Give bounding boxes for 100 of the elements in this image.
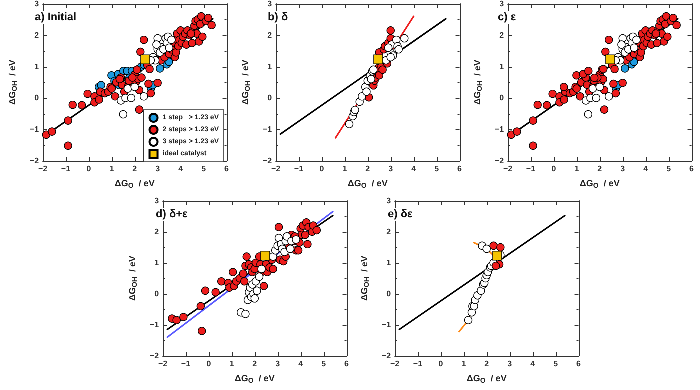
point [97,81,106,90]
point [378,66,387,74]
point [345,120,354,128]
y-tick-label: 2 [34,30,40,40]
x-tick-label: −1 [181,360,192,368]
point [492,262,500,270]
point [367,75,376,84]
point [228,268,238,276]
point [384,44,393,52]
point [201,286,210,295]
point [242,310,250,318]
y-tick-label: 2 [500,30,505,40]
y-tick-label: 2 [154,228,160,236]
y-tick-label: −2 [150,352,160,360]
point [250,294,259,303]
x-tick-label: 3 [620,164,626,174]
point [312,226,322,235]
y-tick-label: 3 [268,0,273,8]
x-tick-label: 1 [574,164,580,174]
point [152,40,161,49]
point [218,278,226,286]
point [592,94,601,102]
point [253,286,262,295]
y-tick-label: 1 [268,62,273,72]
text: a) Initial [35,12,77,24]
x-tick-label: 6 [576,360,582,368]
point [165,44,174,52]
y-tick-label: −2 [382,352,392,360]
y-tick-label: −1 [30,125,40,134]
point [180,313,188,322]
point [632,36,641,44]
point [496,243,505,252]
point [374,54,384,64]
y-tick-label: −1 [382,320,392,330]
x-tick-label: 4 [298,360,304,368]
y-tick-label: 1 [500,62,505,72]
x-tick-label: 5 [554,360,559,368]
point [618,40,626,49]
y-tick-label: 2 [386,228,392,236]
x-tick-label: 1 [110,164,115,174]
point [386,26,395,35]
x-tick-label: 5 [666,164,672,174]
point [301,231,310,240]
point [630,44,638,52]
y-tick-label: 1 [386,258,392,268]
point [606,54,616,64]
y-tick-label: 1 [34,62,40,72]
point [260,251,270,261]
y-tick-label: 3 [34,0,40,8]
x-tick-label: 6 [344,360,350,368]
point [255,272,264,282]
y-tick-label: −2 [30,156,40,166]
x-tick-label: −1 [413,360,424,368]
y-tick-label: 0 [500,94,505,103]
x-tick-label: 4 [644,164,649,174]
y-tick-label: 3 [386,196,392,206]
y-tick-label: 0 [154,290,160,298]
text: e) δε [388,208,414,220]
point [127,94,136,102]
text: c) ε [498,12,517,24]
x-tick-label: 1 [462,360,467,368]
y-tick-label: −1 [494,125,505,134]
x-tick-label: 3 [276,360,281,368]
x-tick-label: −1 [526,164,536,174]
x-tick-label: 0 [552,164,557,174]
point [386,53,395,62]
point [394,45,404,54]
y-tick-label: 0 [268,94,273,103]
point [239,270,248,278]
y-tick-label: 0 [34,94,40,103]
y-tick-label: 3 [500,0,505,8]
x-tick-label: 5 [434,164,440,174]
point [292,236,300,244]
x-tick-label: 2 [598,164,603,174]
point [621,64,630,73]
text: d) δ+ε [156,208,189,220]
point [492,251,502,261]
point [198,327,206,336]
point [130,83,139,92]
point [260,282,268,290]
y-tick-label: −1 [262,125,273,134]
point [242,252,251,261]
point [168,36,176,44]
point [212,288,220,297]
x-tick-label: 2 [484,360,490,368]
x-tick-label: 0 [438,360,444,368]
point [269,265,278,274]
x-tick-label: 0 [206,360,212,368]
point [304,240,312,248]
point [156,64,164,73]
x-tick-label: −1 [294,164,304,174]
x-tick-label: 6 [224,164,230,174]
point [240,278,249,286]
x-tick-label: 4 [178,164,184,174]
x-tick-label: 6 [458,164,463,174]
point [294,246,303,255]
point [258,265,266,274]
x-tick-label: 2 [132,164,138,174]
x-tick-label: 5 [202,164,207,174]
text: b) δ [268,12,288,24]
